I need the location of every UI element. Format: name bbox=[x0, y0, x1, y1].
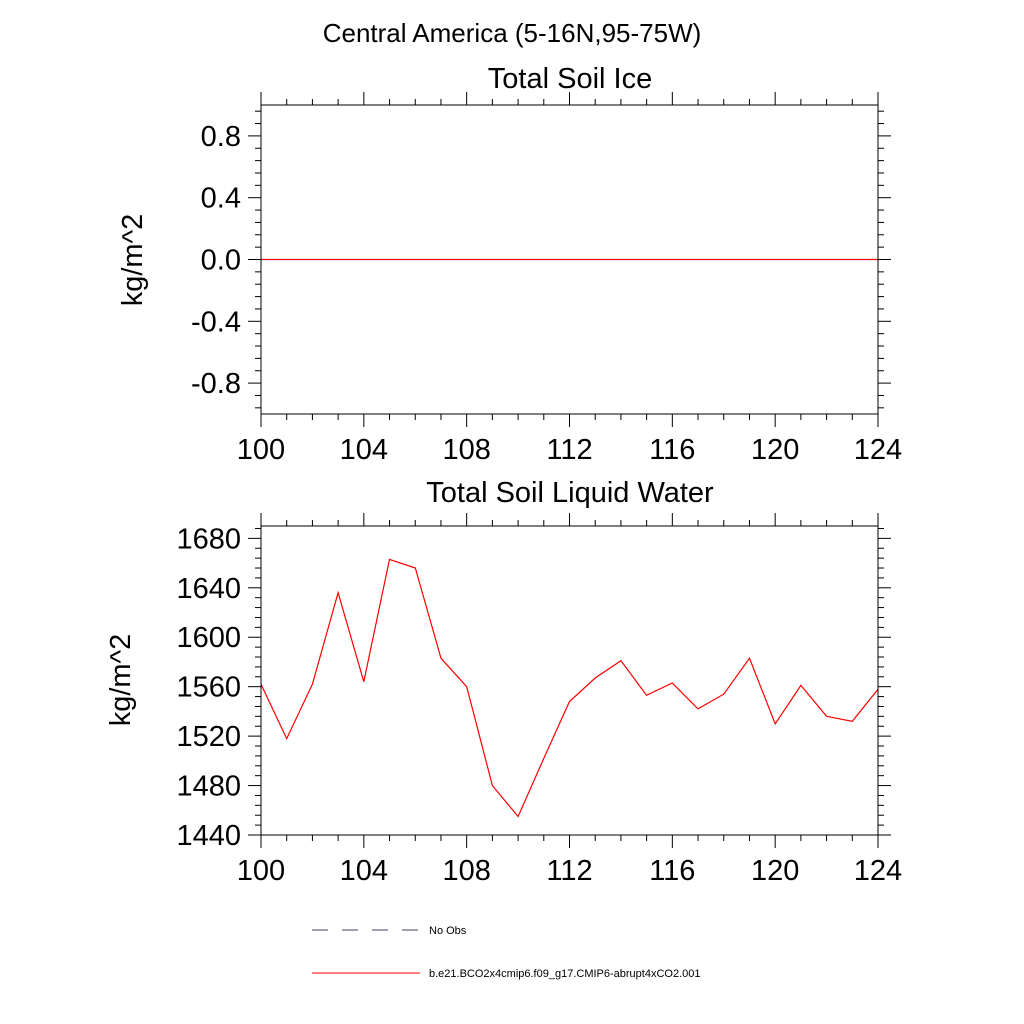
y-tick-label: 1680 bbox=[176, 523, 241, 555]
legend-label-model-run: b.e21.BCO2x4cmip6.f09_g17.CMIP6-abrupt4x… bbox=[429, 968, 701, 980]
x-tick-label: 120 bbox=[751, 855, 799, 887]
y-tick-label: 1600 bbox=[176, 622, 241, 654]
panel-total-soil-ice: Total Soil Ice kg/m^2 100 104 108 112 116 120… bbox=[117, 63, 902, 466]
y-tick-label: -0.8 bbox=[191, 368, 241, 400]
series-line-soil-liquid-water bbox=[260, 558, 879, 818]
plot-frame-soil-liquid-water bbox=[260, 525, 879, 836]
series-group-soil-liquid-water bbox=[260, 558, 879, 818]
panel-total-soil-liquid-water: Total Soil Liquid Water kg/m^2 100 104 108… bbox=[105, 477, 902, 887]
y-tick-label: 0.0 bbox=[201, 245, 241, 277]
y-tick-label: 1480 bbox=[176, 771, 241, 803]
page-title: Central America (5-16N,95-75W) bbox=[323, 18, 702, 48]
y-axis-label-soil-liquid-water: kg/m^2 bbox=[105, 634, 137, 727]
y-tick-label: -0.4 bbox=[191, 306, 241, 338]
legend: No Obs b.e21.BCO2x4cmip6.f09_g17.CMIP6-a… bbox=[312, 925, 701, 980]
x-tick-label: 116 bbox=[649, 855, 695, 887]
x-tick-label: 124 bbox=[854, 855, 902, 887]
x-tick-label: 100 bbox=[237, 855, 285, 887]
x-tick-label: 120 bbox=[751, 434, 799, 466]
x-tick-label: 108 bbox=[442, 855, 490, 887]
y-axis-label-soil-ice: kg/m^2 bbox=[117, 214, 149, 307]
legend-label-no-obs: No Obs bbox=[429, 925, 467, 937]
y-tick-label: 0.8 bbox=[201, 121, 241, 153]
x-tick-label: 112 bbox=[546, 855, 592, 887]
plot-frame-soil-ice bbox=[260, 104, 879, 415]
x-tick-label: 112 bbox=[546, 434, 592, 466]
axis-ticks-soil-ice bbox=[248, 92, 891, 427]
y-tick-label: 1520 bbox=[176, 721, 241, 753]
x-tick-label: 100 bbox=[237, 434, 285, 466]
x-tick-label: 116 bbox=[649, 434, 695, 466]
axis-tick-labels-soil-liquid-water: 100 104 108 112 116 120 124 1680 1640 1600 1560 152… bbox=[176, 523, 902, 887]
axis-ticks-soil-liquid-water bbox=[248, 513, 891, 848]
y-tick-label: 0.4 bbox=[201, 183, 241, 215]
x-tick-label: 124 bbox=[854, 434, 902, 466]
chart-title-soil-ice: Total Soil Ice bbox=[488, 63, 652, 95]
axis-tick-labels-soil-ice: 100 104 108 112 116 120 124 0.8 0.4 0.0 -0.4 -0.8 bbox=[191, 121, 902, 466]
y-tick-label: 1640 bbox=[176, 573, 241, 605]
x-tick-label: 104 bbox=[340, 855, 388, 887]
chart-title-soil-liquid-water: Total Soil Liquid Water bbox=[426, 477, 714, 509]
y-tick-label: 1440 bbox=[176, 820, 241, 852]
x-tick-label: 104 bbox=[340, 434, 388, 466]
y-tick-label: 1560 bbox=[176, 672, 241, 704]
x-tick-label: 108 bbox=[442, 434, 490, 466]
